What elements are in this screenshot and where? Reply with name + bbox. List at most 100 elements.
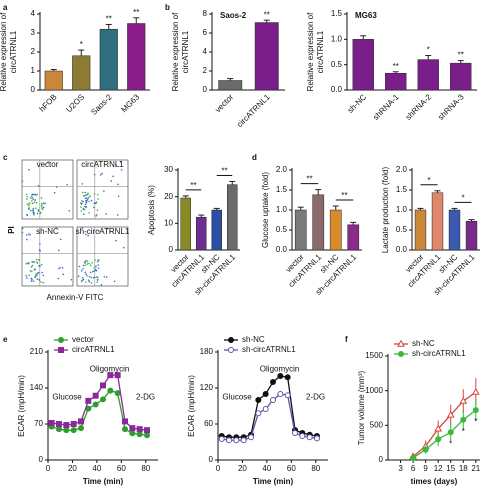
- flow-dot: [91, 262, 93, 264]
- x-tick-label: MG63: [119, 92, 141, 114]
- point: [277, 373, 284, 379]
- y-axis-label: Tumor volume (mm³): [357, 370, 366, 445]
- point: [410, 454, 417, 461]
- flow-dot: [99, 174, 102, 176]
- flow-dot: [87, 234, 89, 237]
- point: [262, 391, 269, 397]
- flow-dot: [84, 262, 86, 264]
- y-tick-label: 30: [164, 165, 173, 174]
- y-tick-label: 10: [164, 218, 173, 227]
- flow-dot: [93, 206, 95, 209]
- point: [100, 382, 106, 389]
- flow-dot: [40, 205, 43, 208]
- flow-dot: [36, 212, 39, 215]
- point: [284, 392, 291, 399]
- significance: **: [133, 8, 139, 17]
- flow-dot: [47, 161, 50, 163]
- point: [63, 422, 70, 429]
- flow-dot: [80, 280, 83, 283]
- flow-dot: [31, 261, 33, 263]
- flow-dot: [85, 273, 87, 275]
- flow-dot: [106, 227, 109, 230]
- point: [306, 434, 313, 441]
- bar: [465, 220, 478, 251]
- x-tick-label: 20: [68, 464, 77, 473]
- flow-dot: [36, 278, 39, 280]
- x-tick-label: 0: [46, 464, 51, 473]
- y-tick-label: 2: [203, 66, 208, 75]
- flow-dot: [115, 164, 117, 166]
- flow-dot: [88, 262, 90, 265]
- flow-dot: [80, 203, 83, 205]
- flow-dot: [82, 278, 85, 281]
- point: [277, 391, 284, 397]
- flow-dot: [34, 276, 36, 279]
- flow-dot: [28, 233, 30, 235]
- flow-dot: [25, 274, 28, 277]
- y-axis-label: Relative expression of: [171, 12, 180, 91]
- flow-dot: [77, 275, 80, 277]
- point: [262, 406, 269, 412]
- flow-dot: [86, 275, 88, 277]
- flow-dot: [59, 266, 61, 269]
- legend-marker: [58, 347, 64, 353]
- y-tick-label: 1000: [365, 386, 383, 395]
- flow-dot: [94, 259, 96, 261]
- bar: [329, 209, 342, 251]
- point: [78, 418, 84, 425]
- significance: **: [106, 15, 112, 24]
- flow-dot: [97, 276, 99, 279]
- x-axis-label: Time (min): [253, 477, 294, 486]
- flow-dot: [26, 203, 29, 206]
- y-tick-label: 210: [30, 347, 44, 356]
- flow-dot: [94, 202, 97, 205]
- y-tick-label: 0.5: [276, 225, 288, 234]
- flow-dot: [36, 261, 38, 264]
- flow-dot: [33, 214, 35, 216]
- flow-dot: [96, 260, 99, 263]
- flow-dot: [40, 211, 42, 214]
- flow-dot: [34, 268, 36, 271]
- bar: [127, 23, 146, 91]
- flow-dot: [85, 259, 87, 262]
- x-tick-label: circATRNL1: [235, 92, 272, 129]
- x-tick-label: shRNA-2: [404, 92, 434, 122]
- point: [63, 427, 70, 434]
- x-tick-label: 80: [141, 464, 150, 473]
- flow-dot: [84, 271, 87, 274]
- flow-dot: [86, 194, 88, 196]
- bar: [352, 39, 374, 91]
- point: [255, 410, 262, 417]
- flow-dot: [101, 172, 103, 175]
- flow-dot: [80, 206, 82, 208]
- flow-dot: [21, 180, 24, 183]
- x-tick-label: shRNA-1: [371, 92, 401, 122]
- annotation: Oligomycin: [90, 364, 130, 373]
- point: [92, 392, 99, 399]
- flow-dot: [89, 195, 91, 198]
- flow-dot: [30, 277, 33, 280]
- flow-dot: [88, 275, 91, 278]
- flow-dot: [38, 265, 40, 267]
- flow-dot: [95, 269, 98, 272]
- significance: **: [264, 10, 270, 19]
- y-tick-label: 2.0: [396, 165, 408, 174]
- flow-dot: [28, 207, 31, 209]
- bar: [431, 192, 444, 251]
- flow-dot: [35, 273, 37, 275]
- flow-dot: [35, 202, 38, 204]
- x-axis-label: Annexin-V FITC: [47, 293, 104, 302]
- x-tick-label: 6: [411, 464, 416, 473]
- flow-dot: [81, 227, 84, 229]
- flow-dot: [115, 239, 117, 242]
- flow-dot: [29, 197, 32, 199]
- x-tick-label: vector: [213, 92, 235, 114]
- flow-dot: [98, 230, 100, 232]
- point: [56, 421, 62, 427]
- flow-dot: [84, 206, 87, 208]
- flow-dot: [81, 199, 83, 202]
- flow-dot: [32, 211, 34, 213]
- flow-dot: [89, 271, 92, 274]
- flow-dot: [26, 214, 29, 217]
